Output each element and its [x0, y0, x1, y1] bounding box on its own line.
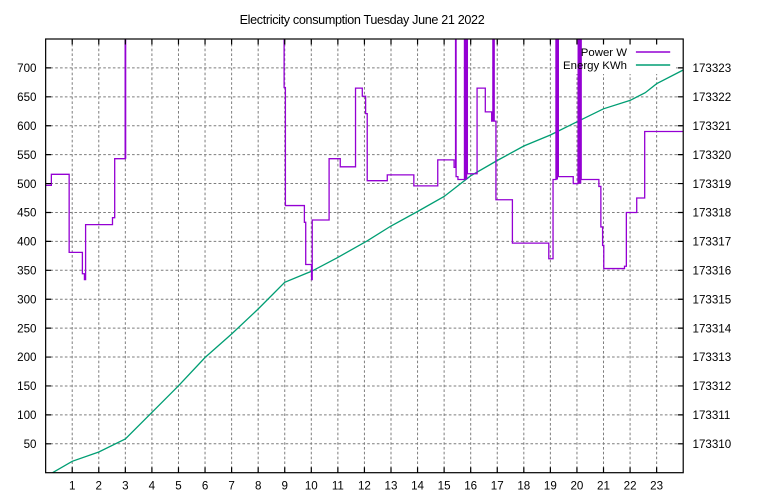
svg-text:10: 10 — [305, 480, 318, 493]
svg-text:50: 50 — [24, 438, 37, 451]
svg-text:20: 20 — [570, 480, 583, 493]
svg-text:22: 22 — [624, 480, 637, 493]
svg-text:21: 21 — [597, 480, 610, 493]
svg-text:550: 550 — [17, 149, 36, 162]
svg-text:2: 2 — [96, 480, 102, 493]
svg-text:173311: 173311 — [693, 409, 731, 422]
svg-text:7: 7 — [228, 480, 234, 493]
svg-text:16: 16 — [464, 480, 477, 493]
svg-text:19: 19 — [544, 480, 557, 493]
svg-text:173310: 173310 — [693, 438, 732, 451]
svg-text:200: 200 — [17, 351, 36, 364]
svg-text:350: 350 — [17, 265, 36, 278]
svg-text:100: 100 — [17, 409, 36, 422]
svg-text:23: 23 — [650, 480, 663, 493]
svg-text:600: 600 — [17, 120, 36, 133]
svg-text:173318: 173318 — [693, 207, 732, 220]
svg-text:173313: 173313 — [693, 351, 732, 364]
svg-text:173321: 173321 — [693, 120, 732, 133]
svg-text:150: 150 — [17, 380, 36, 393]
svg-text:300: 300 — [17, 293, 36, 306]
svg-text:Power W: Power W — [581, 47, 627, 59]
svg-text:5: 5 — [175, 480, 181, 493]
svg-text:17: 17 — [491, 480, 504, 493]
svg-text:14: 14 — [411, 480, 424, 493]
svg-text:173317: 173317 — [693, 236, 732, 249]
svg-text:173312: 173312 — [693, 380, 732, 393]
svg-text:700: 700 — [17, 62, 36, 75]
svg-text:6: 6 — [202, 480, 208, 493]
svg-text:400: 400 — [17, 236, 36, 249]
svg-text:173319: 173319 — [693, 178, 732, 191]
svg-text:13: 13 — [385, 480, 398, 493]
svg-text:Electricity consumption Tuesda: Electricity consumption Tuesday June 21 … — [240, 13, 485, 27]
svg-text:15: 15 — [438, 480, 451, 493]
svg-text:18: 18 — [517, 480, 530, 493]
svg-text:500: 500 — [17, 178, 36, 191]
svg-text:12: 12 — [358, 480, 371, 493]
svg-text:11: 11 — [332, 480, 344, 493]
svg-text:173320: 173320 — [693, 149, 732, 162]
svg-text:Energy KWh: Energy KWh — [563, 60, 627, 72]
svg-text:173315: 173315 — [693, 293, 732, 306]
svg-text:450: 450 — [17, 207, 36, 220]
svg-text:8: 8 — [255, 480, 261, 493]
svg-text:173316: 173316 — [693, 265, 732, 278]
svg-text:250: 250 — [17, 322, 36, 335]
svg-text:173314: 173314 — [693, 322, 732, 335]
svg-text:173322: 173322 — [693, 91, 732, 104]
svg-text:4: 4 — [149, 480, 156, 493]
svg-text:1: 1 — [69, 480, 75, 493]
svg-text:173323: 173323 — [693, 62, 732, 75]
svg-text:3: 3 — [122, 480, 128, 493]
svg-text:650: 650 — [17, 91, 36, 104]
svg-text:9: 9 — [282, 480, 288, 493]
